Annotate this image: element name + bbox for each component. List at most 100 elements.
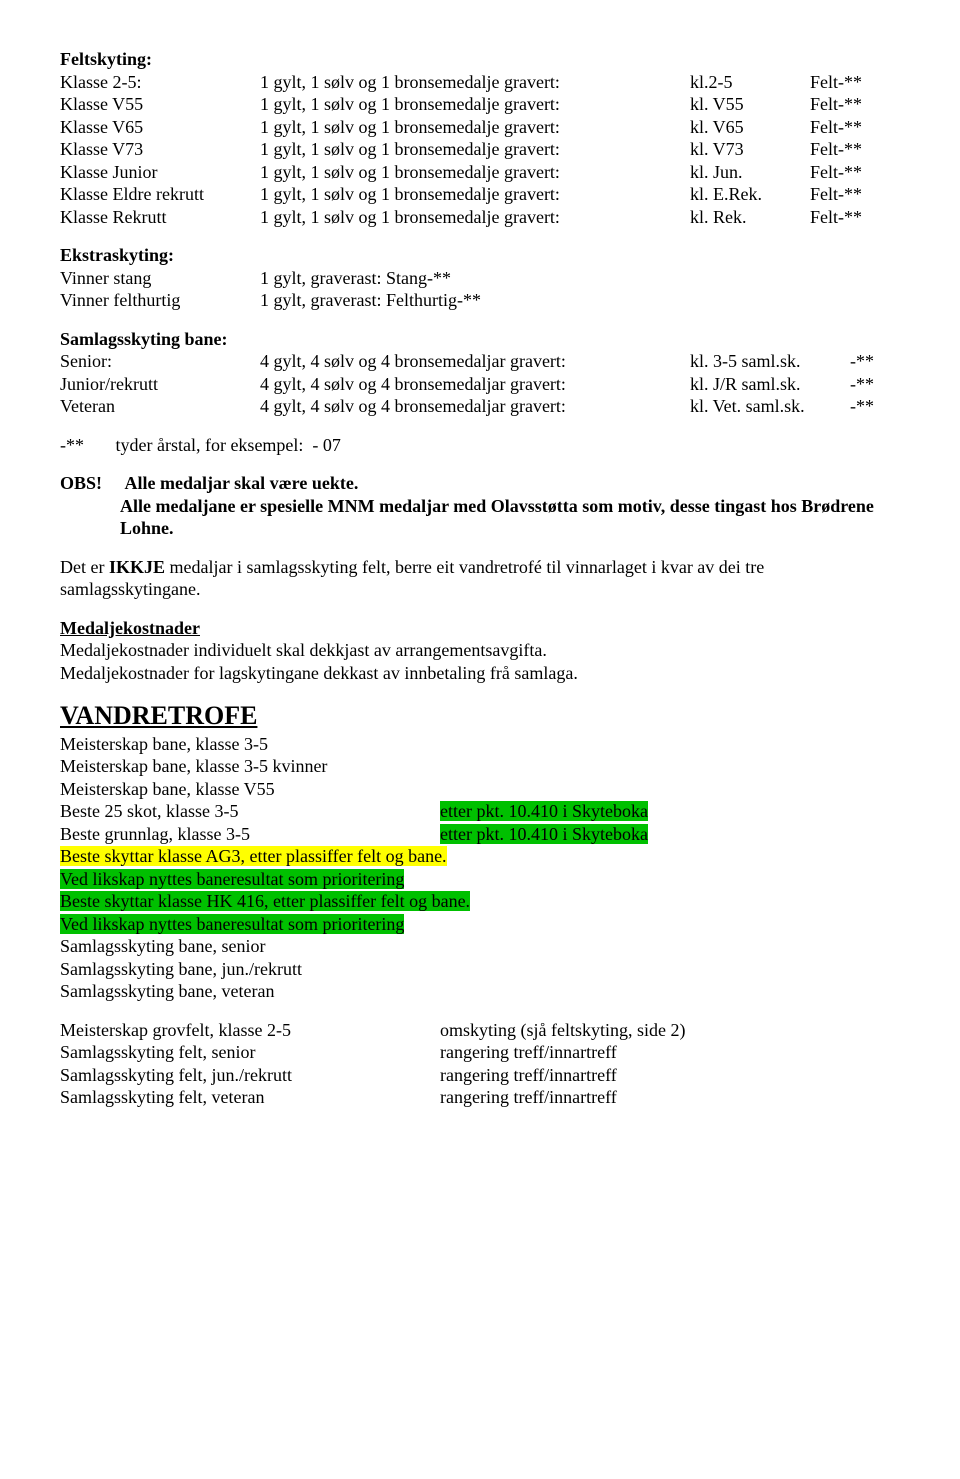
table-cell: Felt-**	[810, 116, 890, 139]
table-row: Klasse V551 gylt, 1 sølv og 1 bronsemeda…	[60, 93, 900, 116]
vt-line: Samlagsskyting bane, jun./rekrutt	[60, 958, 900, 981]
table-cell: kl. E.Rek.	[690, 183, 810, 206]
samlagsskyting-heading: Samlagsskyting bane:	[60, 328, 900, 351]
table-cell: Klasse Eldre rekrutt	[60, 183, 260, 206]
table-cell: Felt-**	[810, 93, 890, 116]
table-cell: Klasse 2-5:	[60, 71, 260, 94]
table-cell: Samlagsskyting felt, senior	[60, 1041, 440, 1064]
table-cell: 1 gylt, graverast: Stang-**	[260, 267, 900, 290]
vt-line: Meisterskap bane, klasse 3-5 kvinner	[60, 755, 900, 778]
feltskyting-heading: Feltskyting:	[60, 48, 900, 71]
medaljekost-line1: Medaljekostnader individuelt skal dekkja…	[60, 639, 900, 662]
vt-hl-text: Ved likskap nyttes baneresultat som prio…	[60, 869, 404, 889]
table-cell: kl. V55	[690, 93, 810, 116]
table-cell: kl. V65	[690, 116, 810, 139]
table-row: Meisterskap grovfelt, klasse 2-5omskytin…	[60, 1019, 900, 1042]
table-row: Senior:4 gylt, 4 sølv og 4 bronsemedalja…	[60, 350, 900, 373]
table-row: Klasse V651 gylt, 1 sølv og 1 bronsemeda…	[60, 116, 900, 139]
vt-hl-line: Beste skyttar klasse AG3, etter plassiff…	[60, 845, 900, 868]
table-cell: 4 gylt, 4 sølv og 4 bronsemedaljar grave…	[260, 350, 690, 373]
table-cell: Meisterskap grovfelt, klasse 2-5	[60, 1019, 440, 1042]
obs-label: OBS!	[60, 473, 102, 493]
table-cell: rangering treff/innartreff	[440, 1041, 900, 1064]
table-row: Samlagsskyting felt, seniorrangering tre…	[60, 1041, 900, 1064]
table-cell: 1 gylt, 1 sølv og 1 bronsemedalje graver…	[260, 183, 690, 206]
table-cell: Senior:	[60, 350, 260, 373]
table-row: Vinner felthurtig1 gylt, graverast: Felt…	[60, 289, 900, 312]
vt-hl-text: Beste skyttar klasse HK 416, etter plass…	[60, 891, 470, 911]
table-cell: omskyting (sjå feltskyting, side 2)	[440, 1019, 900, 1042]
table-row: Veteran4 gylt, 4 sølv og 4 bronsemedalja…	[60, 395, 900, 418]
table-cell: Klasse V65	[60, 116, 260, 139]
table-cell: Felt-**	[810, 138, 890, 161]
table-row: Samlagsskyting felt, veteranrangering tr…	[60, 1086, 900, 1109]
table-row: Klasse 2-5:1 gylt, 1 sølv og 1 bronsemed…	[60, 71, 900, 94]
table-cell: Vinner stang	[60, 267, 260, 290]
table-cell: Samlagsskyting felt, veteran	[60, 1086, 440, 1109]
obs-line1: Alle medaljar skal være uekte.	[125, 473, 359, 493]
table-cell: rangering treff/innartreff	[440, 1086, 900, 1109]
table-cell: -**	[850, 350, 910, 373]
table-cell: Felt-**	[810, 71, 890, 94]
table-cell: kl. J/R saml.sk.	[690, 373, 850, 396]
table-cell: kl. Vet. saml.sk.	[690, 395, 850, 418]
vt-line: Samlagsskyting bane, veteran	[60, 980, 900, 1003]
ikkje-paragraph: Det er IKKJE medaljar i samlagsskyting f…	[60, 556, 900, 601]
table-cell: 1 gylt, 1 sølv og 1 bronsemedalje graver…	[260, 161, 690, 184]
table-cell: kl. V73	[690, 138, 810, 161]
vt-ref-right: etter pkt. 10.410 i Skyteboka	[440, 823, 648, 846]
vt-line: Samlagsskyting bane, senior	[60, 935, 900, 958]
table-row: Vinner stang1 gylt, graverast: Stang-**	[60, 267, 900, 290]
vt-ref-row: Beste grunnlag, klasse 3-5etter pkt. 10.…	[60, 823, 900, 846]
table-cell: Veteran	[60, 395, 260, 418]
vt-hl-line: Ved likskap nyttes baneresultat som prio…	[60, 913, 900, 936]
table-cell: rangering treff/innartreff	[440, 1064, 900, 1087]
vt-hl-line: Beste skyttar klasse HK 416, etter plass…	[60, 890, 900, 913]
table-cell: 1 gylt, 1 sølv og 1 bronsemedalje graver…	[260, 138, 690, 161]
vt-ref-left: Beste 25 skot, klasse 3-5	[60, 800, 440, 823]
table-cell: kl.2-5	[690, 71, 810, 94]
vt-hl-text: Beste skyttar klasse AG3, etter plassiff…	[60, 846, 447, 866]
table-cell: Klasse V73	[60, 138, 260, 161]
table-cell: -**	[850, 395, 910, 418]
footnote: -** tyder årstal, for eksempel: - 07	[60, 434, 900, 457]
table-cell: Felt-**	[810, 183, 890, 206]
table-cell: Junior/rekrutt	[60, 373, 260, 396]
vt-ref-left: Beste grunnlag, klasse 3-5	[60, 823, 440, 846]
table-row: Klasse Rekrutt1 gylt, 1 sølv og 1 bronse…	[60, 206, 900, 229]
table-cell: 1 gylt, 1 sølv og 1 bronsemedalje graver…	[260, 206, 690, 229]
table-cell: Klasse Rekrutt	[60, 206, 260, 229]
obs-line2: Alle medaljane er spesielle MNM medaljar…	[60, 495, 900, 540]
ekstraskyting-heading: Ekstraskyting:	[60, 244, 900, 267]
table-cell: 1 gylt, 1 sølv og 1 bronsemedalje graver…	[260, 116, 690, 139]
table-cell: Felt-**	[810, 206, 890, 229]
table-cell: 4 gylt, 4 sølv og 4 bronsemedaljar grave…	[260, 395, 690, 418]
table-row: Klasse Junior1 gylt, 1 sølv og 1 bronsem…	[60, 161, 900, 184]
table-row: Klasse Eldre rekrutt1 gylt, 1 sølv og 1 …	[60, 183, 900, 206]
vt-ref-highlight: etter pkt. 10.410 i Skyteboka	[440, 801, 648, 821]
table-cell: kl. Rek.	[690, 206, 810, 229]
table-cell: Vinner felthurtig	[60, 289, 260, 312]
table-cell: 1 gylt, 1 sølv og 1 bronsemedalje graver…	[260, 71, 690, 94]
vt-hl-text: Ved likskap nyttes baneresultat som prio…	[60, 914, 404, 934]
ikkje-post: medaljar i samlagsskyting felt, berre ei…	[60, 557, 764, 600]
table-row: Samlagsskyting felt, jun./rekruttrangeri…	[60, 1064, 900, 1087]
table-cell: kl. 3-5 saml.sk.	[690, 350, 850, 373]
ikkje-bold: IKKJE	[109, 557, 165, 577]
vt-ref-right: etter pkt. 10.410 i Skyteboka	[440, 800, 648, 823]
table-cell: 4 gylt, 4 sølv og 4 bronsemedaljar grave…	[260, 373, 690, 396]
table-cell: 1 gylt, 1 sølv og 1 bronsemedalje graver…	[260, 93, 690, 116]
table-cell: 1 gylt, graverast: Felthurtig-**	[260, 289, 900, 312]
vt-line: Meisterskap bane, klasse V55	[60, 778, 900, 801]
medaljekost-line2: Medaljekostnader for lagskytingane dekka…	[60, 662, 900, 685]
table-row: Junior/rekrutt4 gylt, 4 sølv og 4 bronse…	[60, 373, 900, 396]
vt-ref-highlight: etter pkt. 10.410 i Skyteboka	[440, 824, 648, 844]
table-cell: Klasse V55	[60, 93, 260, 116]
vt-ref-row: Beste 25 skot, klasse 3-5etter pkt. 10.4…	[60, 800, 900, 823]
medaljekost-heading: Medaljekostnader	[60, 617, 900, 640]
ikkje-pre: Det er	[60, 557, 109, 577]
table-row: Klasse V731 gylt, 1 sølv og 1 bronsemeda…	[60, 138, 900, 161]
table-cell: Samlagsskyting felt, jun./rekrutt	[60, 1064, 440, 1087]
table-cell: -**	[850, 373, 910, 396]
vandretrofe-heading: VANDRETROFE	[60, 700, 900, 733]
